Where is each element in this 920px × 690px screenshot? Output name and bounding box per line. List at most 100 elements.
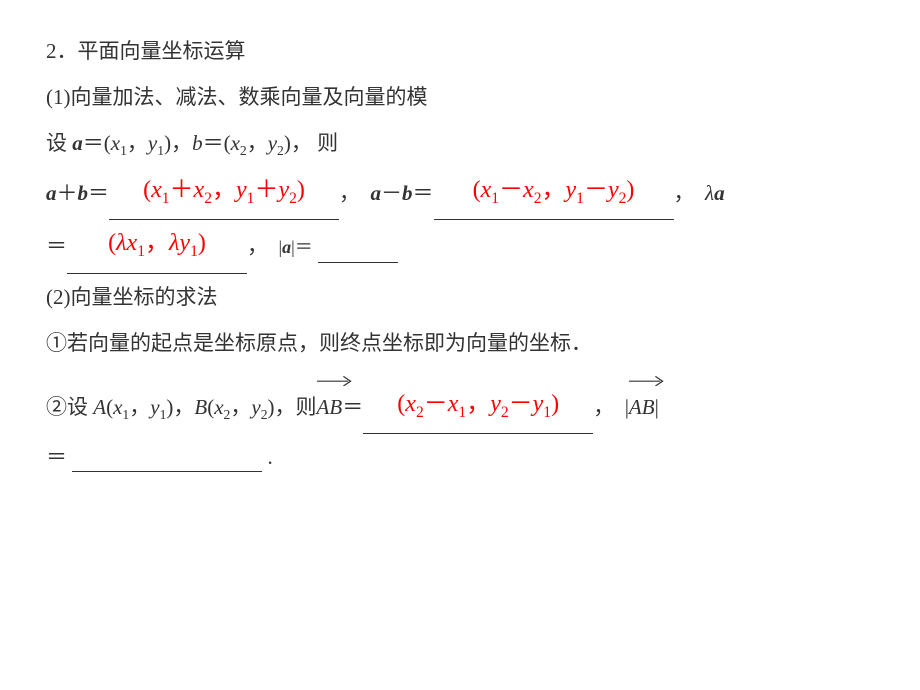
AB-text2: AB bbox=[629, 395, 655, 419]
a1-sy2: 2 bbox=[289, 189, 297, 206]
lambda1: λ bbox=[705, 181, 714, 205]
blank-ABmag bbox=[72, 471, 262, 472]
blank-aplusb: (x1＋x2，y1＋y2) bbox=[109, 167, 339, 221]
a1-y2: y bbox=[278, 177, 289, 203]
comma-after1: ， bbox=[339, 181, 360, 205]
a2-x2: x bbox=[523, 177, 534, 203]
a4-x2: x bbox=[405, 391, 416, 417]
rparen-a: )， bbox=[164, 131, 192, 155]
a4-sy2: 2 bbox=[501, 403, 509, 420]
a2-x1: x bbox=[481, 177, 492, 203]
circled-2: ② bbox=[46, 395, 67, 419]
circled-1: ① bbox=[46, 331, 67, 355]
setup-prefix: 设 bbox=[46, 131, 72, 155]
A: A bbox=[93, 395, 106, 419]
a1-plus2: ＋ bbox=[254, 177, 278, 203]
minus1: － bbox=[381, 181, 402, 205]
var-a: a bbox=[72, 131, 83, 155]
a3-comma: ， bbox=[145, 230, 169, 256]
heading-title: 平面向量坐标运算 bbox=[78, 39, 246, 63]
sub2-b: 2 bbox=[240, 144, 247, 159]
a2-y1: y bbox=[566, 177, 577, 203]
eq3: ＝ bbox=[88, 181, 109, 205]
a1-s2: 2 bbox=[204, 189, 212, 206]
section1-title: 向量加法、减法、数乘向量及向量的模 bbox=[71, 85, 428, 109]
By: y bbox=[251, 395, 260, 419]
blank-lambda: (λx1，λy1) bbox=[67, 220, 247, 274]
arrow-icon bbox=[317, 374, 353, 386]
section1-title-row: (1)向量加法、减法、数乘向量及向量的模 bbox=[46, 74, 874, 120]
comma-after3: ， bbox=[247, 234, 268, 258]
y1-a: y bbox=[148, 131, 157, 155]
heading-number: 2． bbox=[46, 39, 78, 63]
comma-after2: ， bbox=[674, 181, 695, 205]
a1-x1: x bbox=[151, 177, 162, 203]
answer-AB: (x2－x1，y2－y1) bbox=[397, 391, 559, 417]
comma-a: ， bbox=[127, 131, 148, 155]
a3-y: y bbox=[179, 230, 190, 256]
period: . bbox=[268, 445, 273, 469]
amb-a: a bbox=[371, 181, 382, 205]
Acomma: ， bbox=[129, 395, 150, 419]
Ay: y bbox=[150, 395, 159, 419]
a1-open: ( bbox=[143, 177, 151, 203]
lparen-b: ( bbox=[224, 131, 231, 155]
item1-text: 若向量的起点是坐标原点，则终点坐标即为向量的坐标． bbox=[67, 331, 592, 355]
blank-mag-a bbox=[318, 262, 398, 263]
a4-x1: x bbox=[448, 391, 459, 417]
section2-num: (2) bbox=[46, 285, 71, 309]
blank-AB: (x2－x1，y2－y1) bbox=[363, 381, 593, 435]
Arp: )， bbox=[166, 395, 194, 419]
a4-close: ) bbox=[551, 391, 559, 417]
vector-AB: AB bbox=[317, 384, 343, 430]
a4-m1: － bbox=[424, 391, 448, 417]
eq6: ＝ bbox=[295, 237, 313, 257]
a2-minus1: － bbox=[499, 177, 523, 203]
answer-lambda: (λx1，λy1) bbox=[108, 230, 206, 256]
comma-b: ， bbox=[247, 131, 268, 155]
a2-open: ( bbox=[473, 177, 481, 203]
a2-y2: y bbox=[608, 177, 619, 203]
section1-num: (1) bbox=[46, 85, 71, 109]
apb-b: b bbox=[78, 181, 89, 205]
Ax: x bbox=[113, 395, 122, 419]
answer-aplusb: (x1＋x2，y1＋y2) bbox=[143, 177, 305, 203]
a4-m2: － bbox=[509, 391, 533, 417]
a1-comma: ， bbox=[212, 177, 236, 203]
var-b: b bbox=[192, 131, 203, 155]
eq2: ＝ bbox=[203, 131, 224, 155]
a3-l1: λ bbox=[116, 230, 126, 256]
a3-x: x bbox=[127, 230, 138, 256]
a3-s1: 1 bbox=[137, 243, 145, 260]
comma-after4: ， bbox=[593, 395, 614, 419]
a3-sy1: 1 bbox=[190, 243, 198, 260]
arrow-icon-2 bbox=[629, 374, 665, 386]
a4-sy1: 1 bbox=[543, 403, 551, 420]
plus1: ＋ bbox=[57, 181, 78, 205]
section1-setup-row: 设 a＝(x1，y1)，b＝(x2，y2)， 则 bbox=[46, 120, 874, 166]
a3-open: ( bbox=[108, 230, 116, 256]
item2-prefix: 设 bbox=[67, 395, 93, 419]
page: 2．平面向量坐标运算 (1)向量加法、减法、数乘向量及向量的模 设 a＝(x1，… bbox=[0, 0, 920, 481]
a2-s2: 2 bbox=[534, 189, 542, 206]
then2: 则 bbox=[296, 395, 317, 419]
gap bbox=[46, 367, 874, 381]
a1-y1: y bbox=[236, 177, 247, 203]
bar-r2: | bbox=[655, 395, 659, 419]
a3-close: ) bbox=[198, 230, 206, 256]
sub2-by: 2 bbox=[277, 144, 284, 159]
By2: 2 bbox=[261, 407, 268, 422]
amb-b: b bbox=[402, 181, 413, 205]
a1-plus1: ＋ bbox=[170, 177, 194, 203]
section2-title: 向量坐标的求法 bbox=[71, 285, 218, 309]
a4-y1: y bbox=[533, 391, 544, 417]
a2-s1: 1 bbox=[491, 189, 499, 206]
vector-AB-mag: AB bbox=[629, 384, 655, 430]
a2-sy1: 1 bbox=[576, 189, 584, 206]
a4-s2: 2 bbox=[416, 403, 424, 420]
answer-aminusb: (x1－x2，y1－y2) bbox=[473, 177, 635, 203]
Bx: x bbox=[214, 395, 223, 419]
heading-row: 2．平面向量坐标运算 bbox=[46, 28, 874, 74]
section2-item1: ①若向量的起点是坐标原点，则终点坐标即为向量的坐标． bbox=[46, 320, 874, 366]
Bcomma: ， bbox=[230, 395, 251, 419]
